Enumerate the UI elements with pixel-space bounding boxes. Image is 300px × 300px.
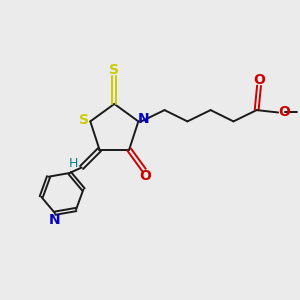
Text: H: H: [69, 158, 78, 170]
Text: S: S: [109, 63, 119, 77]
Text: N: N: [138, 112, 149, 126]
Text: N: N: [49, 213, 60, 227]
Text: O: O: [140, 169, 152, 183]
Text: S: S: [79, 113, 89, 127]
Text: O: O: [279, 106, 290, 119]
Text: O: O: [253, 73, 265, 87]
